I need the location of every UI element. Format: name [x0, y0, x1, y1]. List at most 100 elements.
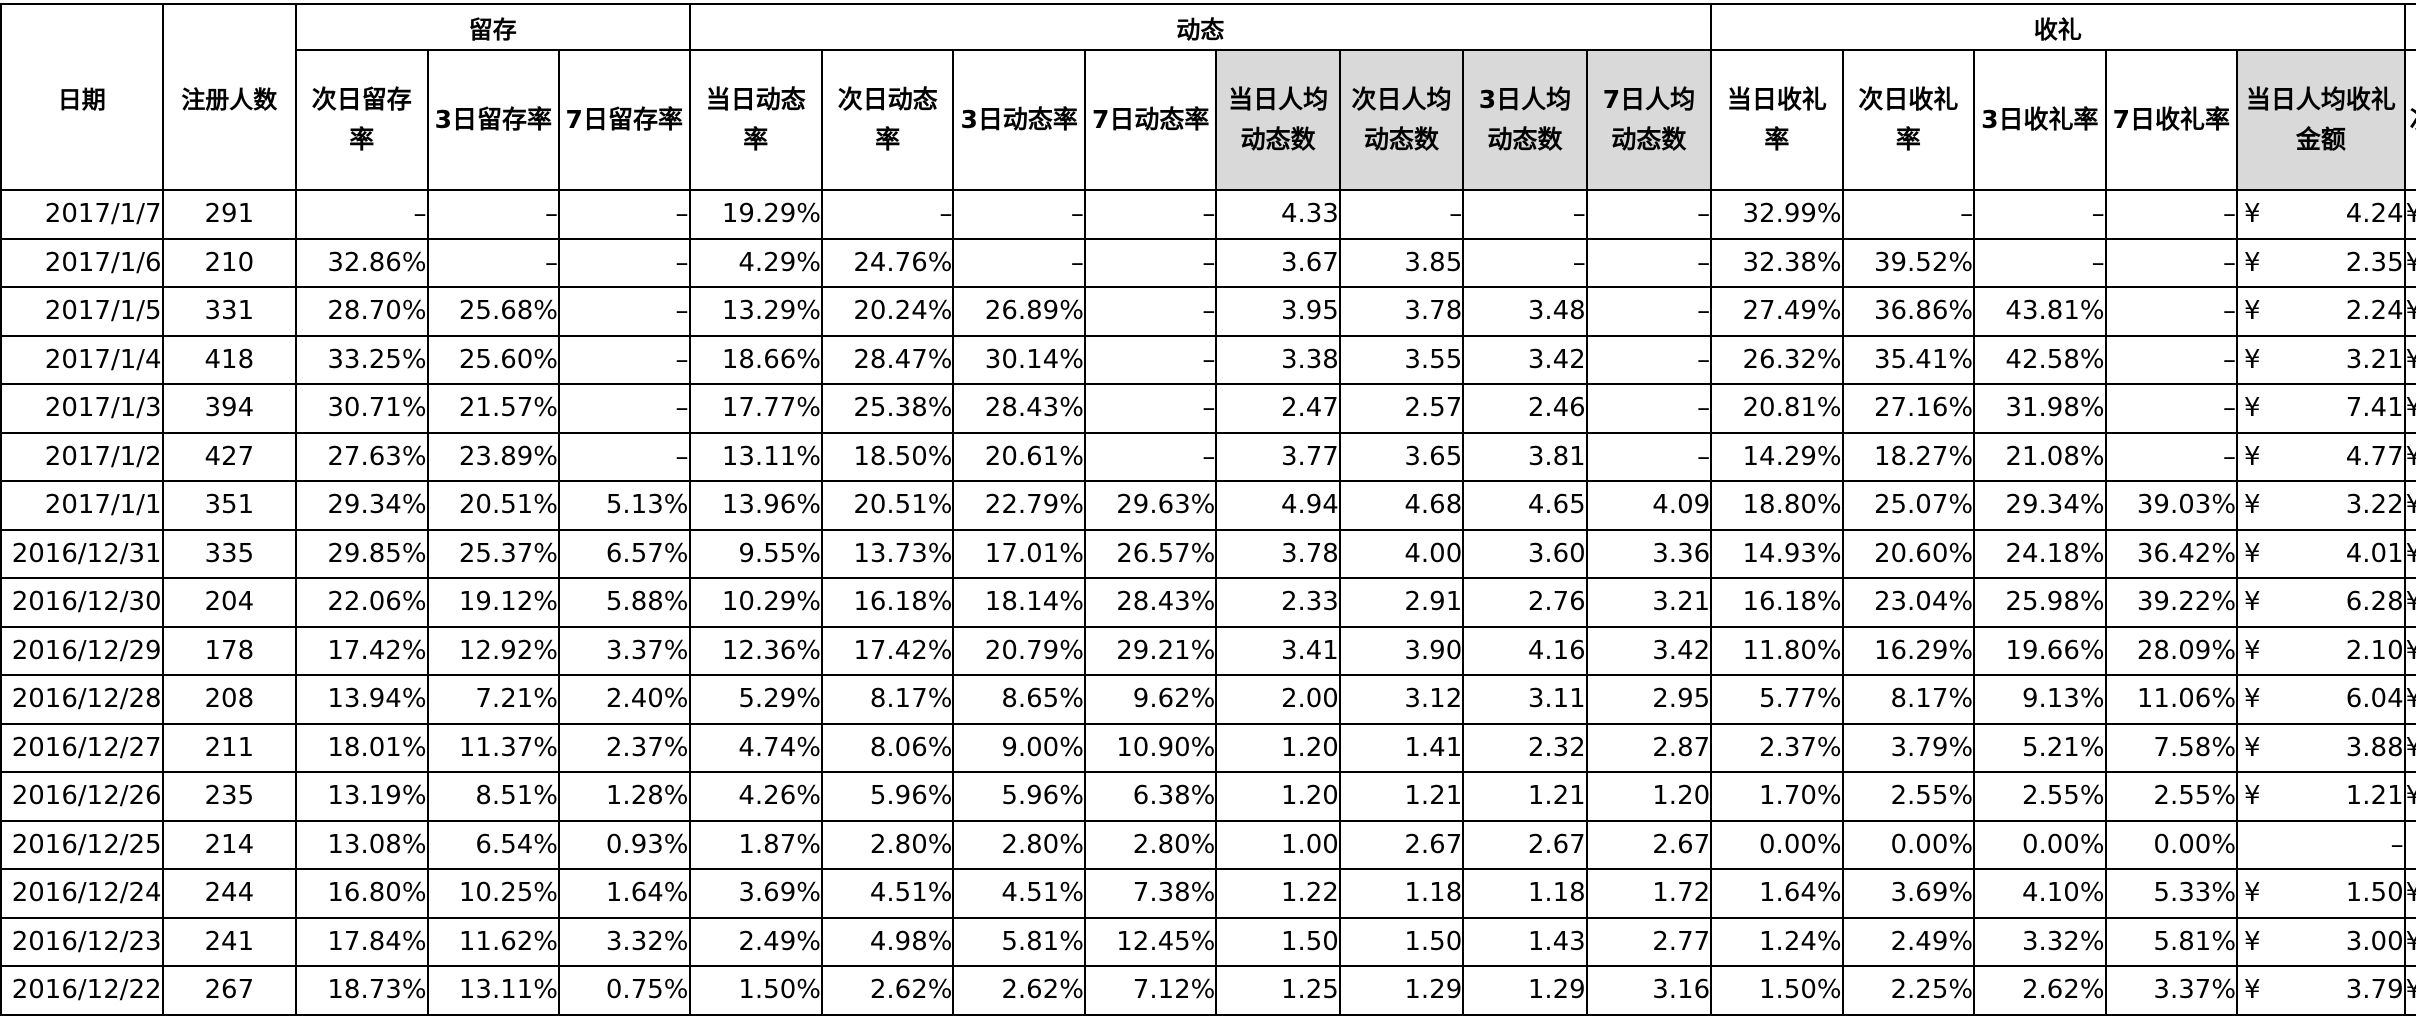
cell-registrations[interactable]: 427: [161, 431, 298, 482]
cell-clipped[interactable]: ¥: [2403, 965, 2416, 1016]
cell-3day-gift[interactable]: 21.08%: [1973, 431, 2107, 482]
cell-7day-gift[interactable]: 11.06%: [2104, 674, 2239, 725]
cell-same-day-gift[interactable]: 20.81%: [1710, 383, 1844, 434]
cell-7day-gift[interactable]: 2.55%: [2104, 771, 2239, 822]
cell-7day-avg-posts[interactable]: –: [1585, 237, 1713, 288]
cell-same-day-avg-posts[interactable]: 1.22: [1215, 868, 1341, 919]
cell-next-day-retention[interactable]: 17.42%: [295, 625, 429, 676]
cell-same-day-activity[interactable]: 4.74%: [688, 722, 823, 773]
cell-next-day-activity[interactable]: 4.98%: [820, 916, 955, 967]
cell-next-day-activity[interactable]: 17.42%: [820, 625, 955, 676]
cell-same-day-avg-posts[interactable]: 3.41: [1215, 625, 1341, 676]
cell-same-day-avg-gift-amount[interactable]: ¥3.22: [2236, 480, 2406, 531]
cell-7day-gift[interactable]: –: [2104, 189, 2239, 240]
cell-7day-gift[interactable]: 28.09%: [2104, 625, 2239, 676]
cell-date[interactable]: 2017/1/3: [0, 383, 164, 434]
cell-next-day-avg-posts[interactable]: 1.21: [1338, 771, 1465, 822]
cell-3day-activity[interactable]: –: [952, 237, 1086, 288]
cell-7day-avg-posts[interactable]: 4.09: [1585, 480, 1713, 531]
cell-same-day-avg-gift-amount[interactable]: ¥4.77: [2236, 431, 2406, 482]
cell-next-day-gift[interactable]: 3.69%: [1841, 868, 1976, 919]
cell-7day-avg-posts[interactable]: –: [1585, 383, 1713, 434]
cell-registrations[interactable]: 210: [161, 237, 298, 288]
cell-7day-retention[interactable]: 2.37%: [558, 722, 691, 773]
cell-7day-activity[interactable]: 7.12%: [1083, 965, 1218, 1016]
cell-7day-gift[interactable]: –: [2104, 334, 2239, 385]
cell-same-day-avg-posts[interactable]: 3.67: [1215, 237, 1341, 288]
cell-same-day-activity[interactable]: 18.66%: [688, 334, 823, 385]
cell-3day-avg-posts[interactable]: 2.76: [1462, 577, 1588, 628]
cell-3day-activity[interactable]: 28.43%: [952, 383, 1086, 434]
cell-same-day-avg-gift-amount[interactable]: ¥3.21: [2236, 334, 2406, 385]
cell-7day-gift[interactable]: 5.33%: [2104, 868, 2239, 919]
cell-3day-gift[interactable]: 24.18%: [1973, 528, 2107, 579]
cell-7day-avg-posts[interactable]: 2.87: [1585, 722, 1713, 773]
cell-next-day-activity[interactable]: 5.96%: [820, 771, 955, 822]
cell-registrations[interactable]: 351: [161, 480, 298, 531]
cell-next-day-activity[interactable]: 2.62%: [820, 965, 955, 1016]
cell-3day-gift[interactable]: 31.98%: [1973, 383, 2107, 434]
cell-3day-retention[interactable]: 11.62%: [426, 916, 561, 967]
cell-3day-activity[interactable]: 26.89%: [952, 286, 1086, 337]
cell-clipped[interactable]: ¥: [2403, 577, 2416, 628]
cell-next-day-retention[interactable]: 22.06%: [295, 577, 429, 628]
cell-same-day-avg-gift-amount[interactable]: ¥1.21: [2236, 771, 2406, 822]
cell-same-day-avg-posts[interactable]: 3.78: [1215, 528, 1341, 579]
cell-7day-avg-posts[interactable]: 3.21: [1585, 577, 1713, 628]
cell-7day-gift[interactable]: 36.42%: [2104, 528, 2239, 579]
cell-7day-avg-posts[interactable]: 3.36: [1585, 528, 1713, 579]
cell-7day-gift[interactable]: 5.81%: [2104, 916, 2239, 967]
cell-clipped[interactable]: ¥: [2403, 480, 2416, 531]
cell-next-day-avg-posts[interactable]: 3.65: [1338, 431, 1465, 482]
cell-3day-activity[interactable]: 22.79%: [952, 480, 1086, 531]
table-row[interactable]: 2017/1/5 331 28.70% 25.68% – 13.29% 20.2…: [0, 286, 2416, 337]
cell-3day-activity[interactable]: 17.01%: [952, 528, 1086, 579]
header-3day-activity[interactable]: 3日动态率: [952, 49, 1086, 191]
cell-next-day-activity[interactable]: –: [820, 189, 955, 240]
cell-7day-gift[interactable]: 39.03%: [2104, 480, 2239, 531]
cell-3day-retention[interactable]: 25.68%: [426, 286, 561, 337]
cell-3day-retention[interactable]: 23.89%: [426, 431, 561, 482]
cell-same-day-avg-gift-amount[interactable]: ¥2.35: [2236, 237, 2406, 288]
header-next-day-activity[interactable]: 次日动态率: [820, 49, 955, 191]
cell-3day-retention[interactable]: 6.54%: [426, 819, 561, 870]
cell-3day-avg-posts[interactable]: 4.16: [1462, 625, 1588, 676]
cell-next-day-avg-posts[interactable]: 2.57: [1338, 383, 1465, 434]
cell-3day-avg-posts[interactable]: 3.81: [1462, 431, 1588, 482]
cell-date[interactable]: 2017/1/7: [0, 189, 164, 240]
cell-7day-retention[interactable]: 1.64%: [558, 868, 691, 919]
cell-next-day-gift[interactable]: –: [1841, 189, 1976, 240]
table-row[interactable]: 2017/1/7 291 – – – 19.29% – – – 4.33 – –…: [0, 189, 2416, 240]
cell-next-day-avg-posts[interactable]: 1.41: [1338, 722, 1465, 773]
header-same-day-avg-gift-amount[interactable]: 当日人均收礼金额: [2236, 49, 2406, 191]
cell-same-day-avg-posts[interactable]: 3.95: [1215, 286, 1341, 337]
header-registrations[interactable]: 注册人数: [161, 3, 298, 191]
cell-3day-gift[interactable]: 19.66%: [1973, 625, 2107, 676]
cell-date[interactable]: 2017/1/5: [0, 286, 164, 337]
cell-same-day-avg-gift-amount[interactable]: –: [2236, 819, 2406, 870]
header-same-day-gift[interactable]: 当日收礼率: [1710, 49, 1844, 191]
cell-clipped[interactable]: [2403, 819, 2416, 870]
cell-next-day-avg-posts[interactable]: –: [1338, 189, 1465, 240]
cell-date[interactable]: 2016/12/29: [0, 625, 164, 676]
cell-7day-retention[interactable]: 5.13%: [558, 480, 691, 531]
header-next-day-avg-posts[interactable]: 次日人均动态数: [1338, 49, 1465, 191]
cell-7day-activity[interactable]: 6.38%: [1083, 771, 1218, 822]
cell-same-day-avg-gift-amount[interactable]: ¥1.50: [2236, 868, 2406, 919]
cell-clipped[interactable]: ¥: [2403, 431, 2416, 482]
cell-3day-activity[interactable]: –: [952, 189, 1086, 240]
cell-3day-activity[interactable]: 18.14%: [952, 577, 1086, 628]
cell-7day-retention[interactable]: 5.88%: [558, 577, 691, 628]
cell-7day-activity[interactable]: 28.43%: [1083, 577, 1218, 628]
cell-clipped[interactable]: ¥: [2403, 383, 2416, 434]
header-clipped-column[interactable]: 次: [2403, 49, 2416, 191]
cell-next-day-gift[interactable]: 2.25%: [1841, 965, 1976, 1016]
cell-next-day-gift[interactable]: 18.27%: [1841, 431, 1976, 482]
cell-next-day-avg-posts[interactable]: 4.68: [1338, 480, 1465, 531]
cell-next-day-retention[interactable]: 13.19%: [295, 771, 429, 822]
cell-next-day-gift[interactable]: 39.52%: [1841, 237, 1976, 288]
table-row[interactable]: 2017/1/2 427 27.63% 23.89% – 13.11% 18.5…: [0, 431, 2416, 482]
cell-7day-avg-posts[interactable]: 2.95: [1585, 674, 1713, 725]
cell-date[interactable]: 2016/12/26: [0, 771, 164, 822]
cell-7day-avg-posts[interactable]: –: [1585, 286, 1713, 337]
